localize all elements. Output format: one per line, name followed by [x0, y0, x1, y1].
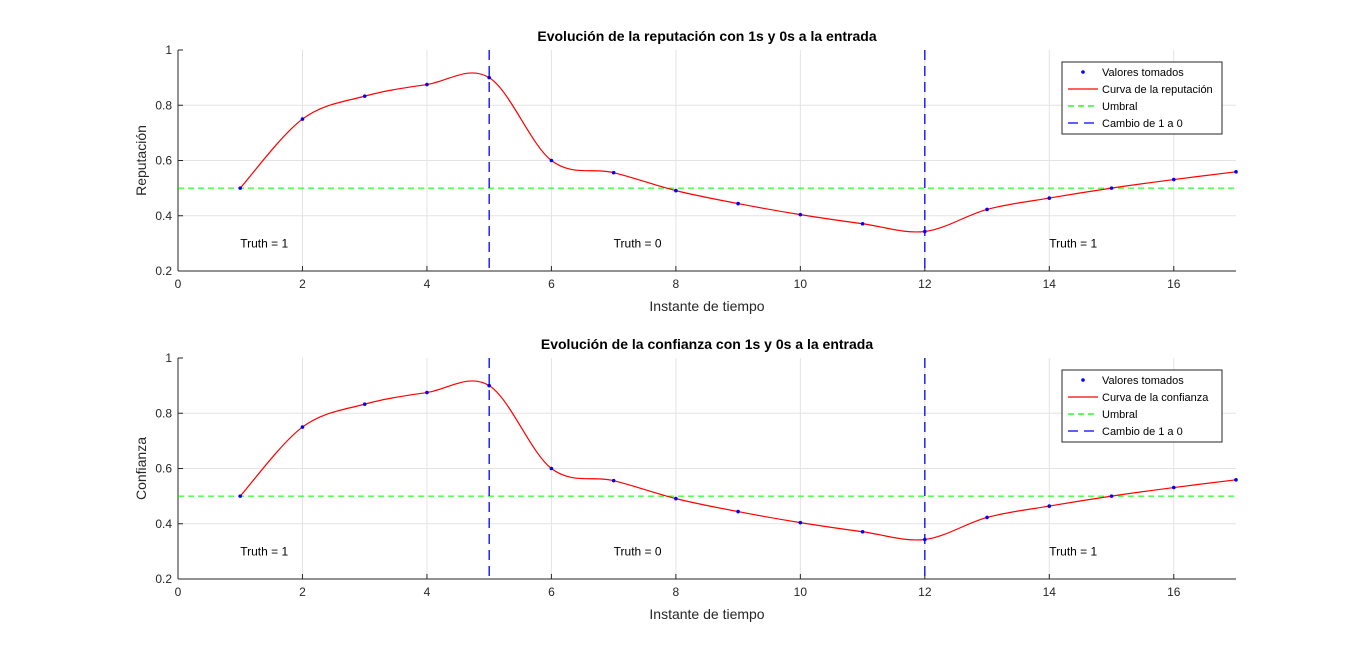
x-tick-label: 6	[548, 277, 555, 291]
y-axis-label: Reputación	[133, 125, 149, 196]
data-point	[1171, 485, 1176, 490]
y-tick-label: 1	[165, 351, 172, 365]
data-point	[736, 201, 740, 206]
x-tick-label: 12	[918, 277, 932, 291]
x-tick-label: 10	[794, 585, 808, 599]
x-tick-label: 8	[673, 277, 680, 291]
series-line	[239, 380, 1237, 541]
data-point	[1047, 504, 1052, 508]
legend-marker-points	[1081, 378, 1085, 382]
data-point	[985, 515, 989, 520]
y-tick-label: 0.6	[155, 462, 172, 476]
data-point	[300, 117, 305, 121]
data-point	[1109, 494, 1114, 498]
legend-marker-points	[1081, 70, 1085, 74]
data-point	[1109, 186, 1114, 190]
legend-label: Cambio de 1 a 0	[1102, 118, 1183, 130]
data-point	[1234, 170, 1238, 174]
legend-label: Curva de la confianza	[1102, 392, 1209, 404]
data-point	[300, 425, 305, 429]
data-point	[611, 170, 616, 175]
x-tick-label: 0	[175, 585, 182, 599]
legend-label: Umbral	[1102, 409, 1137, 421]
legend-box	[1061, 369, 1223, 443]
legend-label: Valores tomados	[1102, 375, 1184, 387]
data-point	[238, 494, 243, 498]
data-point	[1171, 177, 1176, 182]
x-axis-label: Instante de tiempo	[649, 298, 764, 314]
truth-annotation: Truth = 1	[1049, 544, 1097, 558]
series-line	[239, 72, 1237, 233]
x-axis-label: Instante de tiempo	[649, 606, 764, 622]
y-tick-label: 1	[165, 43, 172, 57]
y-tick-label: 0.6	[155, 154, 172, 168]
x-tick-label: 4	[424, 277, 431, 291]
y-axis-label: Confianza	[133, 437, 149, 500]
y-tick-label: 0.2	[155, 264, 172, 278]
data-point	[487, 75, 491, 80]
x-tick-label: 14	[1043, 585, 1057, 599]
data-point	[611, 478, 616, 483]
x-tick-label: 16	[1167, 585, 1181, 599]
data-point	[1234, 478, 1238, 482]
subplot-2: 0 2 4 6 8 10 12 14 16 0.2 0.4 0.6 0.8 1 Evolución de l…	[133, 336, 1238, 622]
x-tick-label: 0	[175, 277, 182, 291]
data-point	[549, 466, 554, 471]
data-point	[674, 496, 678, 501]
legend-label: Cambio de 1 a 0	[1102, 426, 1183, 438]
data-point	[362, 94, 367, 98]
y-tick-label: 0.4	[155, 209, 172, 223]
legend-box	[1061, 61, 1223, 135]
x-tick-label: 6	[548, 585, 555, 599]
legend: Valores tomados Curva de la reputación Umb…	[1061, 61, 1223, 135]
data-point	[985, 207, 989, 212]
x-tick-label: 8	[673, 585, 680, 599]
x-tick-label: 2	[299, 277, 306, 291]
data-point	[1047, 196, 1052, 200]
truth-annotation: Truth = 1	[240, 544, 288, 558]
data-point	[860, 221, 865, 226]
chart-title: Evolución de la confianza con 1s y 0s a …	[541, 336, 873, 352]
legend-label: Valores tomados	[1102, 67, 1184, 79]
data-point	[362, 402, 367, 406]
truth-annotation: Truth = 1	[240, 236, 288, 250]
x-tick-label: 2	[299, 585, 306, 599]
truth-annotation: Truth = 1	[1049, 236, 1097, 250]
data-point	[549, 158, 554, 163]
data-point	[425, 390, 429, 395]
data-point	[923, 229, 927, 234]
truth-annotation: Truth = 0	[614, 544, 662, 558]
data-point	[487, 383, 491, 388]
data-point	[860, 529, 865, 534]
legend-label: Curva de la reputación	[1102, 84, 1213, 96]
y-tick-label: 0.4	[155, 517, 172, 531]
legend: Valores tomados Curva de la confianza Umbr…	[1061, 369, 1223, 443]
data-point	[674, 188, 678, 193]
y-tick-label: 0.2	[155, 572, 172, 586]
truth-annotation: Truth = 0	[614, 236, 662, 250]
legend-label: Umbral	[1102, 101, 1137, 113]
x-tick-label: 14	[1043, 277, 1057, 291]
data-point	[798, 212, 803, 217]
data-point	[798, 520, 803, 525]
chart-title: Evolución de la reputación con 1s y 0s a…	[537, 28, 876, 44]
x-tick-label: 16	[1167, 277, 1181, 291]
data-point	[736, 509, 740, 514]
y-tick-label: 0.8	[155, 98, 172, 112]
data-point	[923, 537, 927, 542]
data-point	[238, 186, 243, 190]
subplot-1: 0 2 4 6 8 10 12 14 16 0.2 0.4 0.6 0.8 1 Evolución de l…	[133, 28, 1238, 314]
x-tick-label: 10	[794, 277, 808, 291]
y-tick-label: 0.8	[155, 406, 172, 420]
x-tick-label: 4	[424, 585, 431, 599]
x-tick-label: 12	[918, 585, 932, 599]
data-point	[425, 82, 429, 87]
